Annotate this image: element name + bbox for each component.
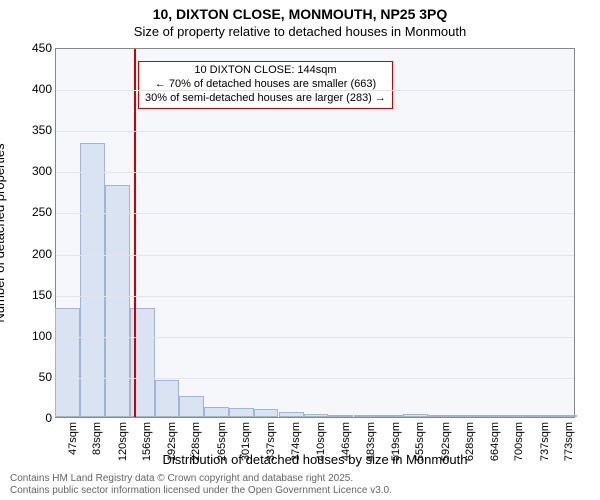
- callout-line1: 10 DIXTON CLOSE: 144sqm: [145, 64, 386, 78]
- bar: [204, 407, 229, 417]
- bar: [80, 143, 105, 417]
- bar: [279, 412, 304, 417]
- footer-line1: Contains HM Land Registry data © Crown c…: [10, 473, 392, 485]
- y-tick: 200: [12, 247, 52, 261]
- bar: [328, 415, 353, 417]
- gridline: [56, 172, 574, 173]
- bar: [378, 415, 403, 417]
- bar: [254, 409, 279, 417]
- bar: [155, 380, 180, 417]
- gridline: [56, 337, 574, 338]
- y-tick: 100: [12, 329, 52, 343]
- bar: [229, 408, 254, 417]
- y-tick: 50: [12, 370, 52, 384]
- chart-title: 10, DIXTON CLOSE, MONMOUTH, NP25 3PQ: [0, 6, 600, 22]
- gridline: [56, 90, 574, 91]
- callout-line3: 30% of semi-detached houses are larger (…: [145, 92, 386, 106]
- gridline: [56, 131, 574, 132]
- bar: [105, 185, 130, 417]
- gridline: [56, 296, 574, 297]
- y-tick: 250: [12, 205, 52, 219]
- y-tick: 150: [12, 288, 52, 302]
- bar: [552, 415, 577, 417]
- y-tick: 450: [12, 41, 52, 55]
- gridline: [56, 378, 574, 379]
- y-tick: 350: [12, 123, 52, 137]
- bar: [428, 415, 453, 417]
- bar: [527, 415, 552, 417]
- y-tick: 400: [12, 82, 52, 96]
- gridline: [56, 213, 574, 214]
- y-axis-label-wrap: Number of detached properties: [0, 0, 12, 48]
- marker-line: [134, 49, 136, 417]
- y-tick: 0: [12, 411, 52, 425]
- bar: [502, 415, 527, 417]
- bar: [354, 415, 379, 417]
- chart-subtitle: Size of property relative to detached ho…: [0, 24, 600, 39]
- footer: Contains HM Land Registry data © Crown c…: [10, 473, 392, 497]
- plot-area: 10 DIXTON CLOSE: 144sqm ← 70% of detache…: [55, 48, 575, 418]
- y-tick: 300: [12, 164, 52, 178]
- chart-container: 10, DIXTON CLOSE, MONMOUTH, NP25 3PQ Siz…: [0, 0, 600, 500]
- y-axis-label: Number of detached properties: [0, 48, 7, 418]
- bar: [55, 308, 80, 417]
- x-axis-label: Distribution of detached houses by size …: [55, 452, 575, 467]
- bar: [179, 396, 204, 417]
- callout-box: 10 DIXTON CLOSE: 144sqm ← 70% of detache…: [138, 61, 393, 108]
- gridline: [56, 255, 574, 256]
- bar: [453, 415, 478, 417]
- bar: [477, 415, 502, 417]
- bar: [304, 414, 329, 417]
- footer-line2: Contains public sector information licen…: [10, 485, 392, 497]
- bar: [403, 414, 428, 417]
